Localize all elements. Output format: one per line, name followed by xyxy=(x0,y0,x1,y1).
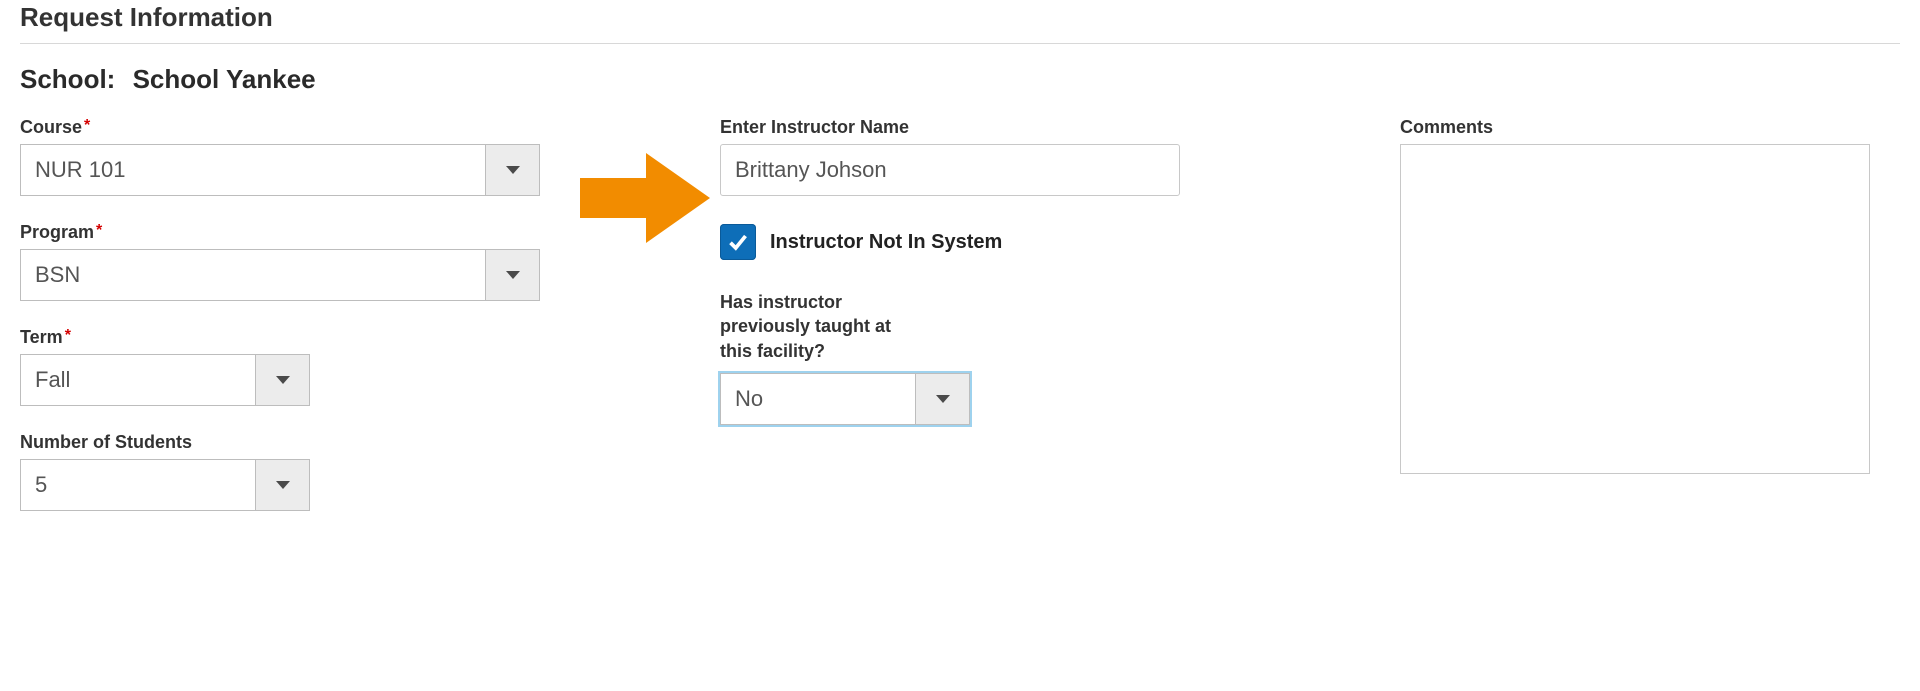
students-field: Number of Students 5 xyxy=(20,432,580,511)
school-label: School: xyxy=(20,64,115,94)
term-value: Fall xyxy=(21,355,255,405)
check-icon xyxy=(726,230,750,254)
right-column: Comments xyxy=(1220,117,1900,500)
comments-field: Comments xyxy=(1400,117,1900,474)
instructor-not-in-system-label: Instructor Not In System xyxy=(770,231,1002,254)
required-star: * xyxy=(65,327,71,344)
instructor-not-in-system-checkbox[interactable] xyxy=(720,224,756,260)
instructor-name-input[interactable]: Brittany Johson xyxy=(720,144,1180,196)
term-label: Term* xyxy=(20,327,580,348)
course-field: Course* NUR 101 xyxy=(20,117,580,196)
prev-taught-dropdown-button[interactable] xyxy=(915,374,969,424)
prev-taught-label: Has instructor previously taught at this… xyxy=(720,290,980,363)
students-value: 5 xyxy=(21,460,255,510)
arrow-right-icon xyxy=(580,153,710,243)
course-value: NUR 101 xyxy=(21,145,485,195)
program-field: Program* BSN xyxy=(20,222,580,301)
chevron-down-icon xyxy=(276,481,290,489)
comments-textarea[interactable] xyxy=(1400,144,1870,474)
divider xyxy=(20,43,1900,44)
instructor-name-label: Enter Instructor Name xyxy=(720,117,1220,138)
arrow-annotation xyxy=(580,117,720,243)
program-dropdown-button[interactable] xyxy=(485,250,539,300)
instructor-name-field: Enter Instructor Name Brittany Johson xyxy=(720,117,1220,196)
school-line: School: School Yankee xyxy=(20,64,1900,95)
students-select[interactable]: 5 xyxy=(20,459,310,511)
course-label: Course* xyxy=(20,117,580,138)
required-star: * xyxy=(96,222,102,239)
chevron-down-icon xyxy=(506,166,520,174)
students-dropdown-button[interactable] xyxy=(255,460,309,510)
term-select[interactable]: Fall xyxy=(20,354,310,406)
section-title: Request Information xyxy=(20,0,1900,33)
middle-column: Enter Instructor Name Brittany Johson In… xyxy=(720,117,1220,451)
term-dropdown-button[interactable] xyxy=(255,355,309,405)
chevron-down-icon xyxy=(276,376,290,384)
prev-taught-value: No xyxy=(721,374,915,424)
comments-label: Comments xyxy=(1400,117,1900,138)
program-value: BSN xyxy=(21,250,485,300)
program-select[interactable]: BSN xyxy=(20,249,540,301)
term-field: Term* Fall xyxy=(20,327,580,406)
students-label: Number of Students xyxy=(20,432,580,453)
chevron-down-icon xyxy=(936,395,950,403)
required-star: * xyxy=(84,117,90,134)
chevron-down-icon xyxy=(506,271,520,279)
course-select[interactable]: NUR 101 xyxy=(20,144,540,196)
course-dropdown-button[interactable] xyxy=(485,145,539,195)
prev-taught-select[interactable]: No xyxy=(720,373,970,425)
instructor-not-in-system-row: Instructor Not In System xyxy=(720,224,1220,260)
left-column: Course* NUR 101 Program* BSN Term* xyxy=(20,117,580,537)
school-value: School Yankee xyxy=(133,64,316,94)
instructor-name-value: Brittany Johson xyxy=(735,157,887,183)
program-label: Program* xyxy=(20,222,580,243)
prev-taught-field: Has instructor previously taught at this… xyxy=(720,290,1220,425)
